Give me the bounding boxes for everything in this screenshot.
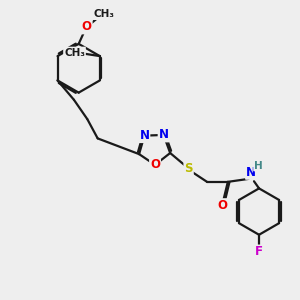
Text: O: O bbox=[217, 199, 227, 212]
Text: O: O bbox=[150, 158, 160, 171]
Text: O: O bbox=[82, 20, 92, 33]
Text: N: N bbox=[159, 128, 169, 142]
Text: N: N bbox=[246, 166, 256, 179]
Text: CH₃: CH₃ bbox=[64, 47, 85, 58]
Text: S: S bbox=[184, 162, 193, 175]
Text: CH₃: CH₃ bbox=[93, 9, 114, 19]
Text: N: N bbox=[140, 129, 149, 142]
Text: H: H bbox=[254, 160, 263, 170]
Text: F: F bbox=[255, 245, 263, 259]
